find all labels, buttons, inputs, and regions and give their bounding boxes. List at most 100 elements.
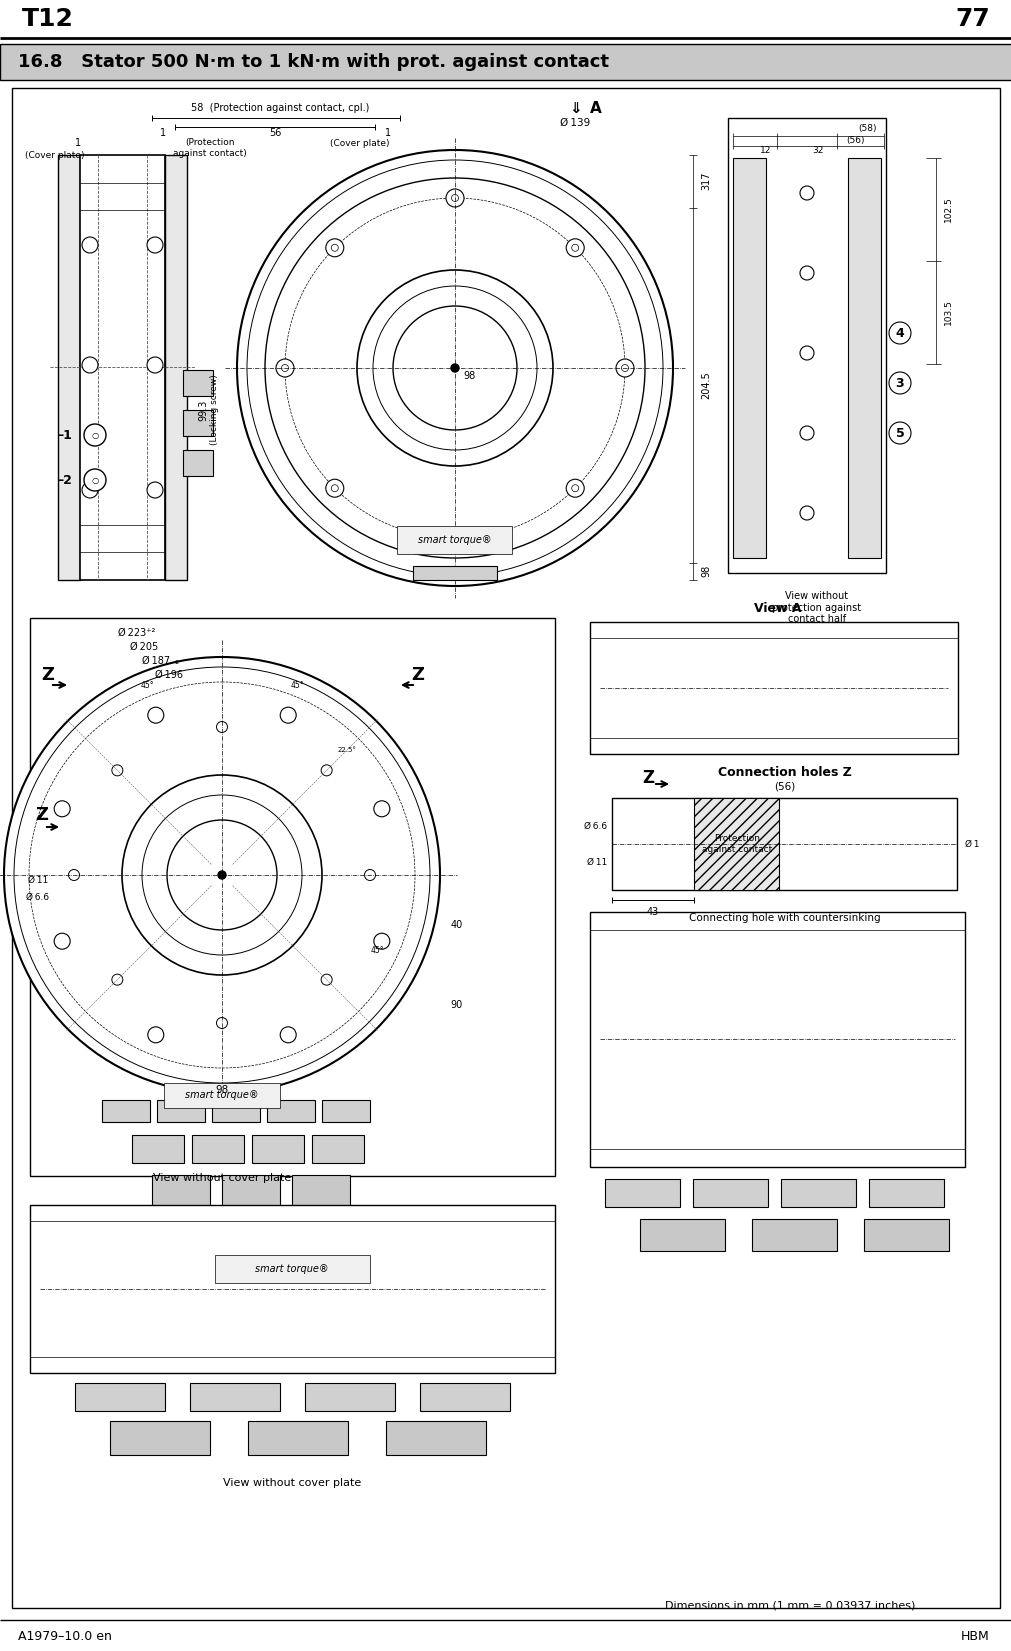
Bar bbox=[214, 1255, 370, 1283]
Bar bbox=[157, 1100, 205, 1123]
Bar bbox=[780, 1179, 855, 1207]
Circle shape bbox=[112, 764, 122, 776]
Bar bbox=[211, 1100, 260, 1123]
Circle shape bbox=[616, 358, 633, 376]
Text: Ø 6.6: Ø 6.6 bbox=[26, 893, 50, 901]
Circle shape bbox=[888, 371, 910, 395]
Text: 12: 12 bbox=[759, 145, 771, 155]
Text: Ø 11: Ø 11 bbox=[586, 857, 607, 867]
Text: View A: View A bbox=[753, 601, 801, 614]
Circle shape bbox=[888, 423, 910, 444]
Bar bbox=[165, 155, 187, 580]
Text: Ø 196: Ø 196 bbox=[155, 670, 183, 680]
Text: T12: T12 bbox=[22, 7, 74, 31]
Circle shape bbox=[373, 801, 389, 817]
Bar bbox=[183, 451, 212, 475]
Bar bbox=[221, 1176, 280, 1207]
Bar bbox=[152, 1176, 210, 1207]
Bar bbox=[131, 1134, 184, 1162]
Bar bbox=[0, 45, 1011, 79]
Text: 22.5°: 22.5° bbox=[338, 746, 356, 753]
Bar bbox=[589, 622, 957, 755]
Circle shape bbox=[147, 482, 163, 499]
Circle shape bbox=[55, 933, 70, 949]
Text: Dimensions in mm (1 mm = 0.03937 inches): Dimensions in mm (1 mm = 0.03937 inches) bbox=[664, 1600, 914, 1610]
Circle shape bbox=[82, 238, 98, 253]
Text: 5: 5 bbox=[895, 426, 904, 439]
Text: 317: 317 bbox=[701, 172, 711, 190]
Bar bbox=[248, 1422, 348, 1455]
Circle shape bbox=[82, 357, 98, 373]
Circle shape bbox=[565, 479, 583, 497]
Circle shape bbox=[237, 150, 672, 586]
Text: A: A bbox=[589, 101, 602, 116]
Circle shape bbox=[84, 424, 106, 446]
Text: 1: 1 bbox=[384, 129, 390, 139]
Text: 32: 32 bbox=[812, 145, 823, 155]
Text: 45°: 45° bbox=[290, 680, 303, 690]
Circle shape bbox=[247, 160, 662, 576]
Text: View without cover plate: View without cover plate bbox=[222, 1478, 361, 1488]
Text: Ø 1: Ø 1 bbox=[964, 839, 979, 849]
Bar bbox=[732, 158, 765, 558]
Text: Ø 223⁺²: Ø 223⁺² bbox=[118, 627, 156, 637]
Text: smart torque®: smart torque® bbox=[255, 1265, 329, 1275]
Circle shape bbox=[142, 796, 301, 954]
Circle shape bbox=[364, 870, 375, 880]
Bar bbox=[693, 1179, 767, 1207]
Bar bbox=[30, 1205, 554, 1374]
Circle shape bbox=[357, 271, 552, 466]
Bar bbox=[252, 1134, 303, 1162]
Text: HBM: HBM bbox=[960, 1631, 989, 1643]
Circle shape bbox=[265, 178, 644, 558]
Text: Connecting hole with countersinking: Connecting hole with countersinking bbox=[688, 913, 880, 923]
Bar bbox=[605, 1179, 679, 1207]
Text: Ø 6.6: Ø 6.6 bbox=[583, 822, 607, 830]
Circle shape bbox=[280, 707, 296, 723]
Text: (58): (58) bbox=[858, 124, 877, 132]
Bar bbox=[420, 1384, 510, 1412]
Bar bbox=[412, 566, 496, 580]
Circle shape bbox=[82, 482, 98, 499]
Bar bbox=[311, 1134, 364, 1162]
Bar bbox=[183, 409, 212, 436]
Circle shape bbox=[69, 870, 80, 880]
Circle shape bbox=[4, 657, 440, 1093]
Text: 90: 90 bbox=[451, 1001, 463, 1010]
Circle shape bbox=[326, 239, 344, 258]
Circle shape bbox=[451, 363, 459, 371]
Circle shape bbox=[373, 933, 389, 949]
Bar bbox=[385, 1422, 485, 1455]
Text: Ø 205: Ø 205 bbox=[129, 642, 158, 652]
Text: –2: –2 bbox=[57, 474, 72, 487]
Text: View without cover plate: View without cover plate bbox=[153, 1172, 291, 1184]
Text: (Protection
against contact): (Protection against contact) bbox=[173, 139, 247, 158]
Text: 3: 3 bbox=[895, 376, 904, 390]
Text: ○: ○ bbox=[91, 431, 98, 439]
Text: Z: Z bbox=[641, 769, 653, 788]
Bar bbox=[267, 1100, 314, 1123]
Text: 16.8   Stator 500 N·m to 1 kN·m with prot. against contact: 16.8 Stator 500 N·m to 1 kN·m with prot.… bbox=[18, 53, 609, 71]
Bar bbox=[80, 155, 165, 580]
Text: 98: 98 bbox=[463, 371, 475, 381]
Text: 56: 56 bbox=[269, 129, 281, 139]
Bar bbox=[183, 370, 212, 396]
Text: (56): (56) bbox=[773, 781, 795, 791]
Text: ○: ○ bbox=[91, 475, 98, 484]
Circle shape bbox=[14, 667, 430, 1083]
Bar bbox=[727, 117, 885, 573]
Text: 43: 43 bbox=[646, 906, 658, 916]
Bar bbox=[868, 1179, 943, 1207]
Text: Z: Z bbox=[41, 665, 55, 684]
Circle shape bbox=[326, 479, 344, 497]
Circle shape bbox=[148, 707, 164, 723]
Bar bbox=[751, 1218, 836, 1251]
Text: 40: 40 bbox=[451, 920, 463, 930]
Circle shape bbox=[800, 505, 813, 520]
Circle shape bbox=[55, 801, 70, 817]
Circle shape bbox=[800, 266, 813, 281]
Text: 204.5: 204.5 bbox=[701, 371, 711, 400]
Circle shape bbox=[446, 188, 463, 206]
Circle shape bbox=[888, 322, 910, 343]
Text: (Cover plate): (Cover plate) bbox=[25, 150, 85, 160]
